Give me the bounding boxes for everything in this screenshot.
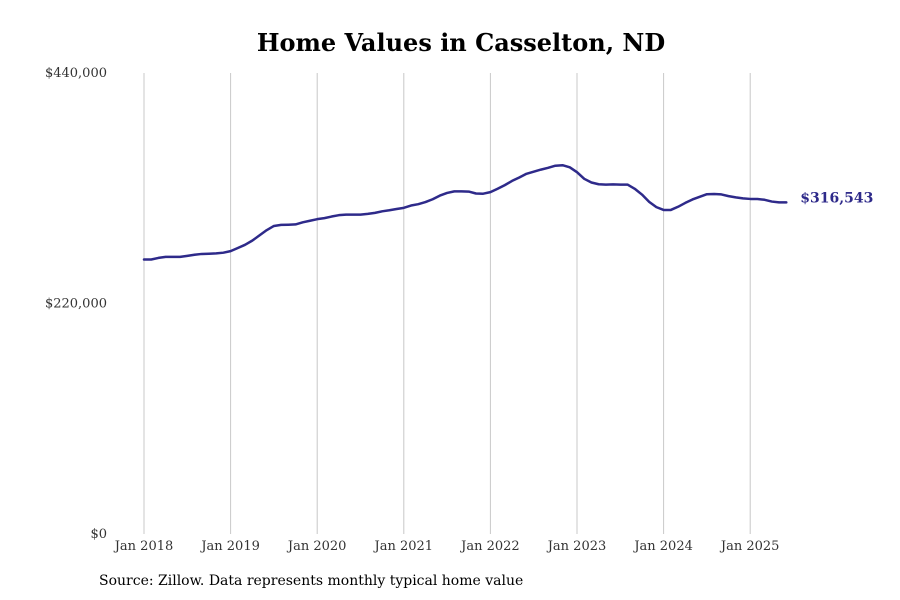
latest-value-label: $316,543 — [800, 190, 873, 206]
x-tick-label: Jan 2023 — [546, 539, 607, 554]
x-tick-label: Jan 2018 — [113, 539, 174, 554]
x-tick-label: Jan 2022 — [459, 539, 520, 554]
home-value-series-line — [142, 163, 788, 261]
x-tick-label: Jan 2024 — [632, 539, 693, 554]
x-axis-tick-labels: Jan 2018 Jan 2019 Jan 2020 Jan 2021 Jan 2022… — [113, 539, 780, 554]
y-tick-label: $440,000 — [45, 66, 107, 81]
x-tick-label: Jan 2019 — [199, 539, 260, 554]
y-tick-label: $220,000 — [45, 297, 107, 312]
x-tick-label: Jan 2025 — [719, 539, 780, 554]
chart-title: Home Values in Casselton, ND — [256, 28, 666, 57]
vertical-gridlines — [143, 73, 751, 534]
source-note: Source: Zillow. Data represents monthly … — [99, 573, 524, 589]
y-axis-tick-labels: $0 $220,000 $440,000 — [45, 66, 107, 542]
y-tick-label: $0 — [90, 527, 107, 542]
x-tick-label: Jan 2021 — [373, 539, 434, 554]
x-tick-label: Jan 2020 — [286, 539, 347, 554]
